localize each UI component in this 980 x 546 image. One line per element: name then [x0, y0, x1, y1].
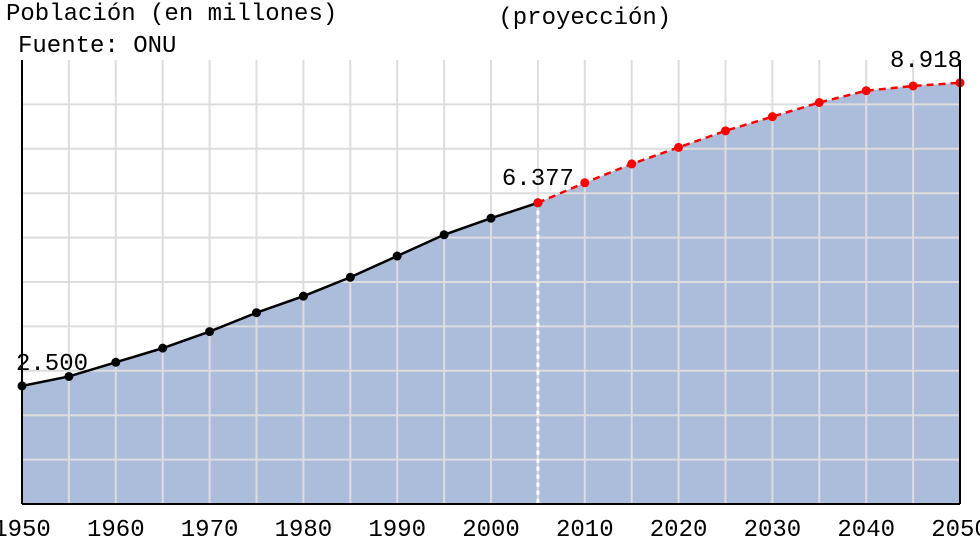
projection-marker	[674, 143, 683, 152]
x-tick-label: 1990	[368, 517, 426, 544]
historical-marker	[205, 327, 214, 336]
projection-label: (proyección)	[498, 5, 671, 32]
historical-marker	[393, 252, 402, 261]
x-tick-label: 2020	[650, 517, 708, 544]
callout-label: 6.377	[502, 166, 574, 193]
projection-marker	[768, 112, 777, 121]
x-tick-label: 1960	[87, 517, 145, 544]
historical-marker	[252, 308, 261, 317]
historical-marker	[346, 273, 355, 282]
population-chart: 1950 1960 1970 1980 1990 2000 2010 2020 2030 2040…	[0, 0, 980, 546]
projection-marker	[862, 86, 871, 95]
x-tick-label: 2030	[744, 517, 802, 544]
historical-marker	[440, 230, 449, 239]
projection-marker	[580, 178, 589, 187]
x-tick-label: 2050	[931, 517, 980, 544]
x-tick-label: 2000	[462, 517, 520, 544]
chart-svg: 1950 1960 1970 1980 1990 2000 2010 2020 2030 2040…	[0, 0, 980, 546]
source-label: Fuente: ONU	[18, 33, 176, 60]
callout-label: 8.918	[890, 48, 962, 75]
chart-title: Población (en millones)	[6, 1, 337, 28]
projection-marker	[627, 159, 636, 168]
projection-marker	[815, 98, 824, 107]
x-tick-label: 2010	[556, 517, 614, 544]
x-tick-label: 1970	[181, 517, 239, 544]
historical-marker	[487, 214, 496, 223]
historical-marker	[111, 358, 120, 367]
callout-label: 2.500	[16, 351, 88, 378]
projection-marker	[721, 126, 730, 135]
x-tick-label: 2040	[837, 517, 895, 544]
historical-marker	[299, 292, 308, 301]
projection-marker	[909, 81, 918, 90]
x-tick-label: 1950	[0, 517, 51, 544]
projection-marker	[533, 198, 542, 207]
historical-marker	[158, 344, 167, 353]
x-tick-label: 1980	[275, 517, 333, 544]
